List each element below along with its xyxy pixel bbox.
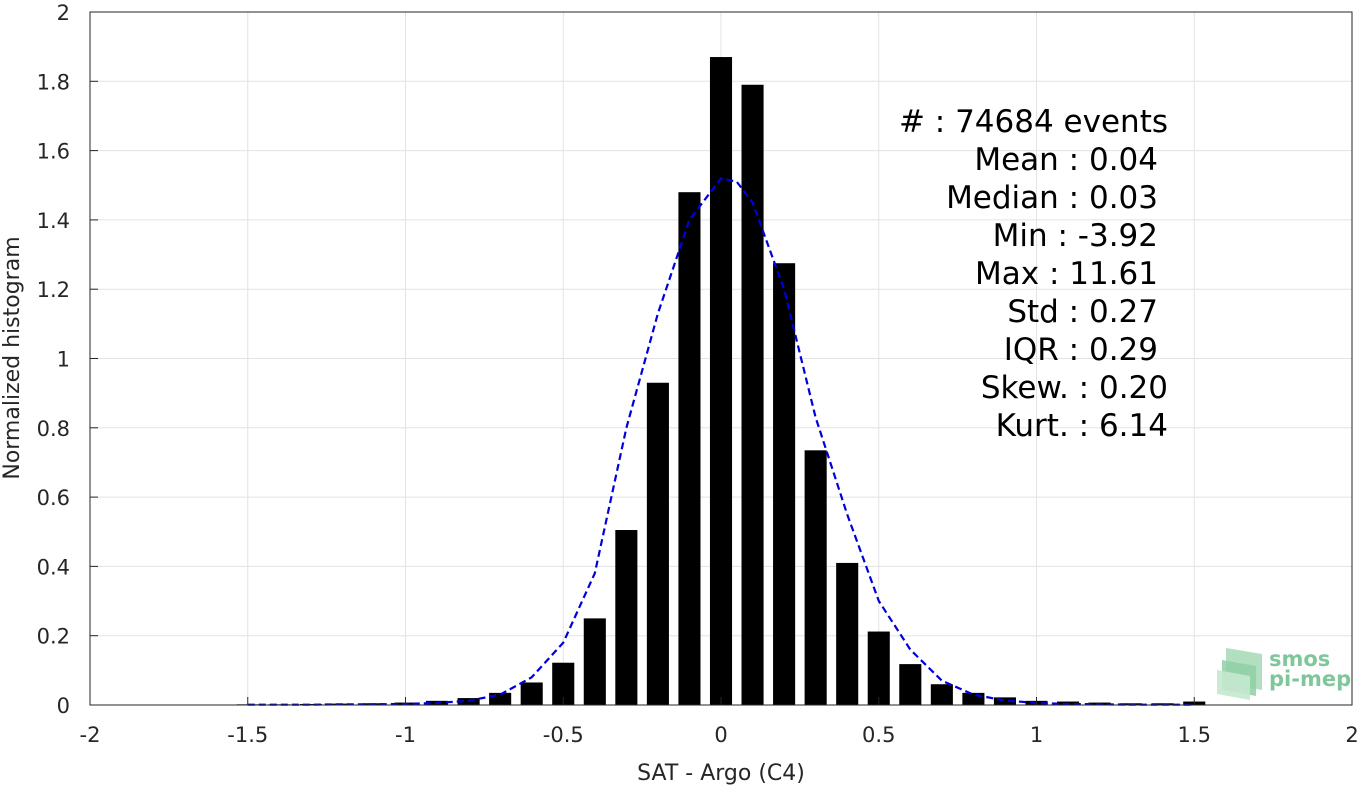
x-tick-label: 0 [714,723,727,747]
y-tick-label: 1.6 [37,140,70,164]
histogram-bar [583,618,606,705]
smos-pi-mep-logo: smos pi-mep [1217,647,1351,700]
stat-iqr: IQR : 0.29 [1004,332,1158,368]
histogram-bar [930,684,953,705]
histogram-bar [741,84,764,705]
x-tick-label: 1 [1030,723,1043,747]
logo-line2: pi-mep [1269,667,1351,691]
logo-layers-icon [1217,648,1262,700]
logo-line1: smos [1269,647,1330,671]
y-tick-label: 2 [57,1,70,25]
x-tick-label: -2 [80,723,101,747]
x-tick-label: -1 [395,723,416,747]
histogram-bar [773,263,796,705]
y-tick-label: 0.2 [37,625,70,649]
histogram-bar [899,664,922,705]
stat-min: Min : -3.92 [993,218,1158,254]
bars [236,57,1206,706]
x-tick-label: 2 [1345,723,1358,747]
y-tick-label: 0 [57,694,70,718]
x-tick-label: -1.5 [227,723,268,747]
y-tick-label: 1.2 [37,278,70,302]
stat-std: Std : 0.27 [1007,294,1158,330]
y-tick-label: 0.4 [37,555,70,579]
stat-max: Max : 11.61 [975,256,1158,292]
fit-curve-line [247,177,1195,706]
histogram-bar [646,382,669,705]
y-tick-label: 1.8 [37,70,70,94]
histogram-bar [520,682,543,705]
x-tick-label: 0.5 [862,723,895,747]
histogram-bar [804,450,827,705]
histogram-bar [867,631,890,705]
histogram-bar [678,192,701,705]
y-tick-label: 1.4 [37,209,70,233]
x-axis-label: SAT - Argo (C4) [637,761,805,786]
stat-events: # : 74684 events [899,104,1168,140]
x-tick-label: -0.5 [543,723,584,747]
stat-median: Median : 0.03 [946,180,1158,216]
fit-curve [247,177,1195,706]
stats-annotation: # : 74684 events Mean : 0.04 Median : 0.… [899,104,1168,444]
tick-labels: -2 -1.5 -1 -0.5 0 0.5 1 1.5 2 0 0.2 0.4 0.6 0.8 1 1.2 1.… [37,1,1359,747]
stat-mean: Mean : 0.04 [974,142,1158,178]
histogram-bar [552,662,575,705]
y-axis-label: Normalized histogram [0,236,25,479]
stat-skew: Skew. : 0.20 [981,370,1168,406]
histogram-bar [993,697,1016,705]
stat-kurt: Kurt. : 6.14 [996,408,1168,444]
y-tick-label: 0.8 [37,417,70,441]
y-tick-label: 0.6 [37,486,70,510]
histogram-bar [299,703,322,705]
histogram-bar [709,57,733,706]
axes [89,11,1353,706]
x-tick-label: 1.5 [1178,723,1211,747]
histogram-bar [615,530,638,705]
y-tick-label: 1 [57,348,70,372]
histogram-bar [836,562,859,705]
histogram-bar [962,692,985,705]
